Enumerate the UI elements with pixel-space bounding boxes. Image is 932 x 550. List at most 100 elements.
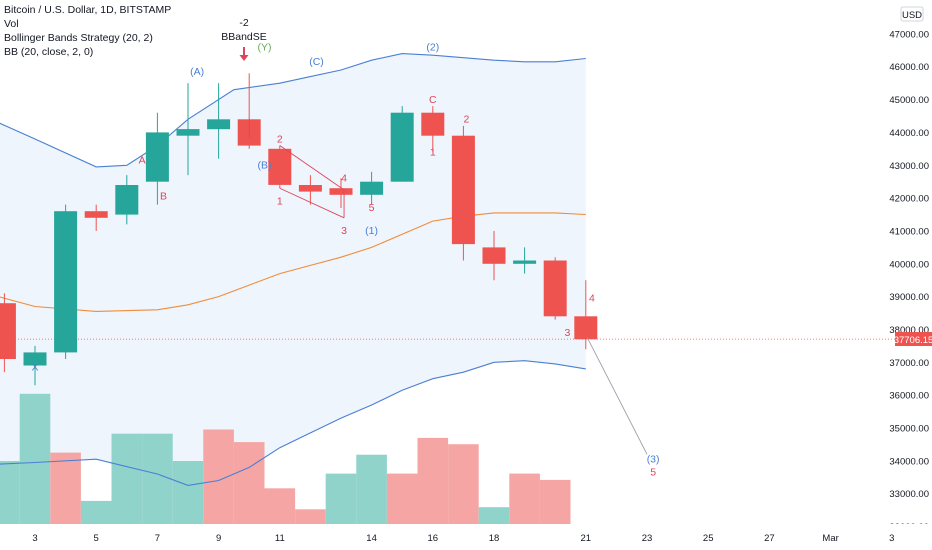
x-tick-label: Mar: [822, 533, 838, 544]
volume-bar-6: [111, 433, 143, 524]
wave-label-13: (1): [365, 225, 378, 237]
volume-bar-11: [264, 488, 296, 524]
candle-19: [513, 247, 537, 274]
price-tag-label: 37706.15: [894, 335, 932, 346]
candle-17: [451, 125, 475, 261]
wave-label-21: 5: [650, 467, 656, 479]
wave-line-lower: [279, 187, 345, 219]
bb-upper-line: [0, 53, 586, 168]
volume-bar-14: [356, 454, 387, 524]
y-tick-label: 34000.00: [889, 456, 929, 467]
x-tick-label: 9: [216, 533, 221, 544]
volume-bar-7: [142, 433, 173, 524]
candle-3: [23, 345, 47, 386]
y-tick-label: 45000.00: [889, 95, 929, 106]
wave-label-17: 2: [464, 114, 470, 126]
candle-11: [268, 145, 292, 189]
wave-label-12: 5: [369, 202, 375, 214]
candle-21: [574, 280, 598, 350]
currency-label: USD: [902, 10, 922, 21]
volume-bar-8: [172, 461, 204, 524]
price-axis[interactable]: 32000.0033000.0034000.0035000.0036000.00…: [889, 0, 932, 533]
chart-legend: Bitcoin / U.S. Dollar, 1D, BITSTAMP Vol …: [4, 3, 171, 59]
x-tick-label: 16: [428, 533, 439, 544]
volume-bar-19: [509, 473, 540, 524]
wave-label-15: C: [429, 94, 437, 106]
wave-label-9: 1: [277, 196, 283, 208]
bollinger-lines: [0, 53, 586, 486]
time-axis[interactable]: 3 5 7 9 11 14 16 18 21 23 25 27 Mar 3: [0, 524, 932, 550]
y-tick-label: 38000.00: [889, 325, 929, 336]
volume-bar-4: [50, 452, 81, 524]
volume-bar-3: [19, 393, 51, 524]
legend-vol[interactable]: Vol: [4, 18, 19, 30]
bb-basis-line: [0, 212, 586, 312]
x-tick-label: 14: [366, 533, 377, 544]
bb-lower-line: [0, 360, 586, 486]
volume-bar-17: [448, 444, 479, 524]
wave-label-6: (B): [258, 160, 272, 172]
candle-18: [482, 230, 506, 281]
wave-label-20: (3): [647, 453, 660, 465]
x-tick-label: 3: [32, 533, 37, 544]
x-tick-label: 18: [489, 533, 500, 544]
y-tick-label: 36000.00: [889, 391, 929, 402]
volume-bar-2: [0, 461, 20, 524]
wave-labels: X A B (A) (Y) (B) (C) 2 1 4 3 5 (1) (2) C 1 2 3 4 (3) 5: [31, 41, 659, 478]
y-tick-label: 40000.00: [889, 259, 929, 270]
wave-label-8: 2: [277, 133, 283, 145]
legend-bb[interactable]: BB (20, close, 2, 0): [4, 46, 94, 58]
candle-9: [207, 83, 231, 159]
wave-label-7: (C): [309, 56, 324, 68]
wave-drawings: [248, 119, 648, 455]
price-tag: [895, 332, 932, 346]
y-tick-labels: 32000.0033000.0034000.0035000.0036000.00…: [889, 29, 929, 533]
wave-label-2: A: [139, 155, 146, 167]
x-tick-label: 5: [94, 533, 99, 544]
candle-7: [145, 112, 169, 205]
x-tick-label: 3: [889, 533, 894, 544]
candle-5: [84, 204, 108, 231]
candle-15: [390, 106, 414, 182]
candle-8: [176, 83, 200, 176]
y-tick-label: 47000.00: [889, 29, 929, 40]
volume-bar-16: [417, 437, 449, 524]
wave-label-19: 4: [589, 293, 595, 305]
volume-bar-13: [325, 473, 357, 524]
y-tick-label: 39000.00: [889, 292, 929, 303]
y-tick-label: 41000.00: [889, 226, 929, 237]
candle-14: [360, 171, 384, 205]
x-tick-label: 7: [155, 533, 160, 544]
wave-label-14: (2): [426, 41, 439, 53]
volume-bar-10: [233, 442, 265, 524]
arrow-down-icon: [239, 47, 249, 61]
currency-badge[interactable]: [900, 6, 924, 22]
y-tick-label: 42000.00: [889, 194, 929, 205]
wave-label-16: 1: [430, 146, 436, 158]
candles: [0, 73, 598, 386]
y-tick-label: 44000.00: [889, 128, 929, 139]
legend-symbol[interactable]: Bitcoin / U.S. Dollar, 1D, BITSTAMP: [4, 4, 172, 16]
wave-line-upper: [279, 145, 345, 191]
volume-bar-9: [203, 429, 234, 524]
signal-label-bottom: BBandSE: [221, 31, 267, 43]
candle-4: [54, 204, 78, 360]
wave-label-10: 4: [341, 173, 347, 185]
volume-bars: [0, 393, 571, 524]
volume-bar-15: [386, 473, 418, 524]
wave-label-18: 3: [565, 327, 571, 339]
candle-6: [115, 175, 139, 225]
volume-bar-5: [80, 500, 112, 524]
y-tick-label: 46000.00: [889, 62, 929, 73]
y-tick-label: 37000.00: [889, 358, 929, 369]
y-tick-label: 35000.00: [889, 423, 929, 434]
wave-label-11: 3: [341, 225, 347, 237]
volume-bar-12: [295, 509, 326, 524]
strategy-signal: -2 BBandSE: [221, 17, 267, 61]
wave-label-3: B: [160, 191, 167, 203]
x-tick-label: 27: [764, 533, 775, 544]
legend-strategy[interactable]: Bollinger Bands Strategy (20, 2): [4, 32, 153, 44]
x-tick-labels: 3 5 7 9 11 14 16 18 21 23 25 27 Mar 3: [32, 533, 894, 544]
